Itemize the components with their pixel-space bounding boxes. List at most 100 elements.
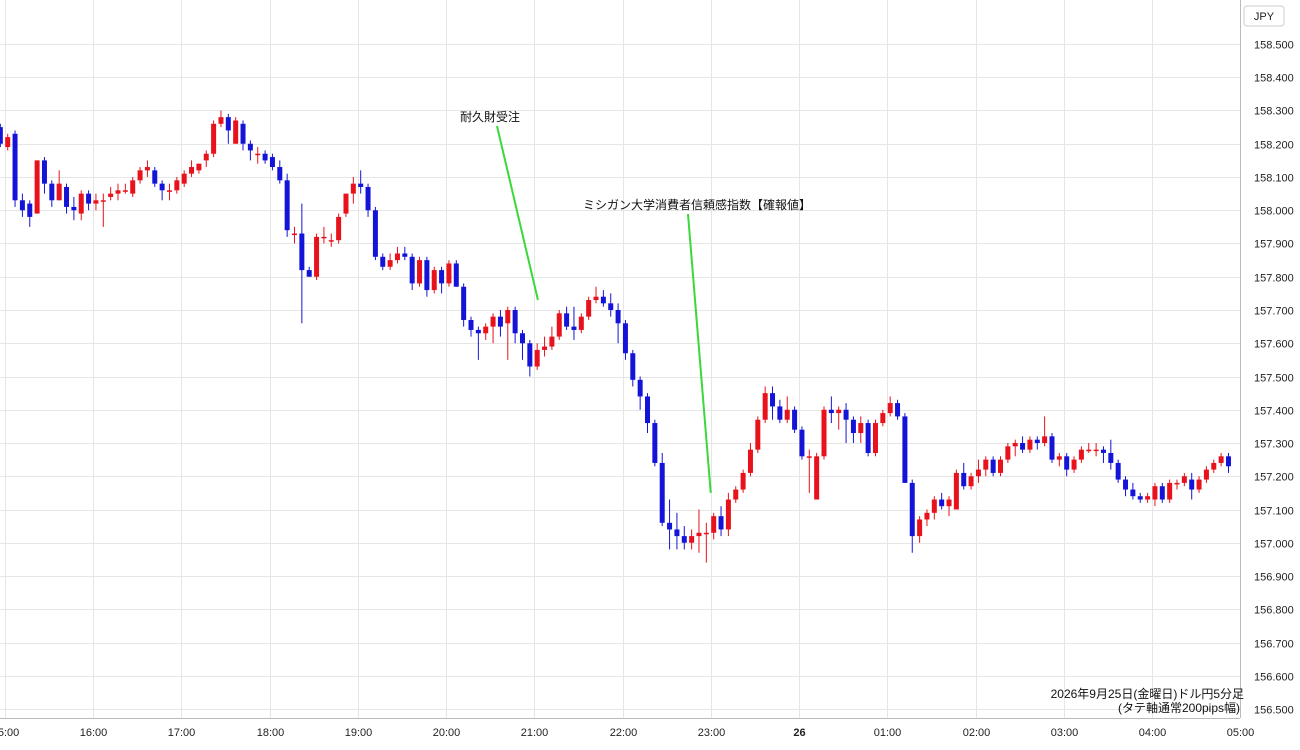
- candle-body: [461, 286, 467, 320]
- candle-down: [1123, 476, 1129, 497]
- candle-down: [600, 290, 606, 307]
- candle-down: [86, 190, 92, 211]
- candle-up: [1211, 459, 1217, 473]
- candle-up: [578, 313, 584, 334]
- candle-up: [983, 456, 989, 477]
- candle-up: [211, 120, 217, 158]
- candle-up: [431, 266, 437, 294]
- annotation-leader-line: [687, 213, 712, 493]
- candle-body: [924, 512, 930, 520]
- candle-down: [1049, 433, 1055, 463]
- candle-up: [689, 529, 695, 550]
- candle-up: [233, 117, 239, 144]
- candle-body: [630, 353, 636, 380]
- candle-down: [961, 462, 967, 490]
- candle-body: [394, 253, 400, 261]
- candle-up: [556, 310, 562, 340]
- candle-up: [784, 396, 790, 424]
- candle-body: [1115, 462, 1121, 480]
- currency-label: JPY: [1254, 11, 1275, 23]
- candle-down: [895, 399, 901, 420]
- candle-up: [181, 170, 187, 187]
- candle-body: [181, 173, 187, 184]
- candle-body: [1064, 456, 1070, 470]
- candle-up: [711, 512, 717, 540]
- candle-up: [387, 253, 393, 271]
- candle-body: [490, 316, 496, 327]
- candle-up: [218, 110, 224, 128]
- grid-lines: [0, 0, 1241, 718]
- caption: 2026年9月25日(金曜日)ドル円5分足 (タテ軸通常200pips幅): [1051, 686, 1244, 715]
- candle-body: [1137, 496, 1143, 500]
- candle-body: [108, 193, 114, 197]
- candle-down: [12, 130, 18, 207]
- candle-down: [1189, 472, 1195, 500]
- caption-line-2: (タテ軸通常200pips幅): [1118, 700, 1240, 715]
- candle-body: [1145, 496, 1151, 500]
- candle-body: [681, 536, 687, 543]
- candle-body: [439, 270, 445, 284]
- candle-up: [336, 213, 342, 244]
- candle-body: [549, 336, 555, 347]
- candle-body: [659, 462, 665, 523]
- candle-body: [1071, 459, 1077, 470]
- candle-up: [1005, 443, 1011, 463]
- candle-up: [343, 193, 349, 217]
- candle-up: [56, 170, 62, 201]
- x-tick-label: 15:00: [0, 727, 19, 739]
- x-tick-label: 21:00: [521, 727, 549, 739]
- candle-down: [718, 506, 724, 537]
- candle-body: [159, 183, 165, 191]
- candle-down: [152, 167, 158, 187]
- candle-up: [5, 133, 11, 151]
- candle-up: [350, 177, 356, 204]
- candle-body: [946, 499, 952, 507]
- y-tick-label: 157.900: [1254, 239, 1294, 251]
- y-tick-label: 158.200: [1254, 140, 1294, 152]
- candle-up: [998, 456, 1004, 477]
- candle-up: [203, 150, 209, 168]
- candle-up: [1042, 416, 1048, 447]
- candle-body: [527, 343, 533, 367]
- candle-body: [233, 120, 239, 144]
- candle-up: [534, 343, 540, 370]
- candle-up: [917, 516, 923, 543]
- candle-up: [321, 226, 327, 244]
- candle-up: [806, 449, 812, 493]
- candle-body: [725, 499, 731, 530]
- candle-up: [1181, 472, 1187, 487]
- candle-down: [512, 306, 518, 344]
- candle-body: [365, 186, 371, 211]
- candle-down: [424, 256, 430, 297]
- candle-up: [953, 469, 959, 510]
- candle-down: [49, 180, 55, 207]
- candle-body: [1225, 456, 1231, 467]
- candle-down: [770, 386, 776, 420]
- candle-down: [1225, 452, 1231, 473]
- candle-down: [497, 310, 503, 337]
- candle-up: [1203, 466, 1209, 483]
- candle-body: [1123, 479, 1129, 490]
- candle-body: [358, 183, 364, 187]
- candle-body: [34, 160, 40, 214]
- candle-body: [799, 429, 805, 457]
- price-axis-panel: [1240, 0, 1300, 745]
- candle-up: [314, 233, 320, 281]
- candle-up: [292, 226, 298, 244]
- candle-body: [975, 469, 981, 477]
- y-tick-label: 156.500: [1254, 705, 1294, 717]
- candle-body: [137, 170, 143, 181]
- candle-body: [667, 522, 673, 530]
- candle-body: [556, 313, 562, 337]
- candle-body: [777, 406, 783, 420]
- candle-down: [645, 393, 651, 434]
- candle-body: [542, 346, 548, 350]
- candle-down: [277, 160, 283, 184]
- candle-down: [652, 419, 658, 467]
- candle-body: [909, 482, 915, 537]
- candle-up: [115, 183, 121, 201]
- candle-body: [880, 413, 886, 424]
- candle-down: [939, 492, 945, 510]
